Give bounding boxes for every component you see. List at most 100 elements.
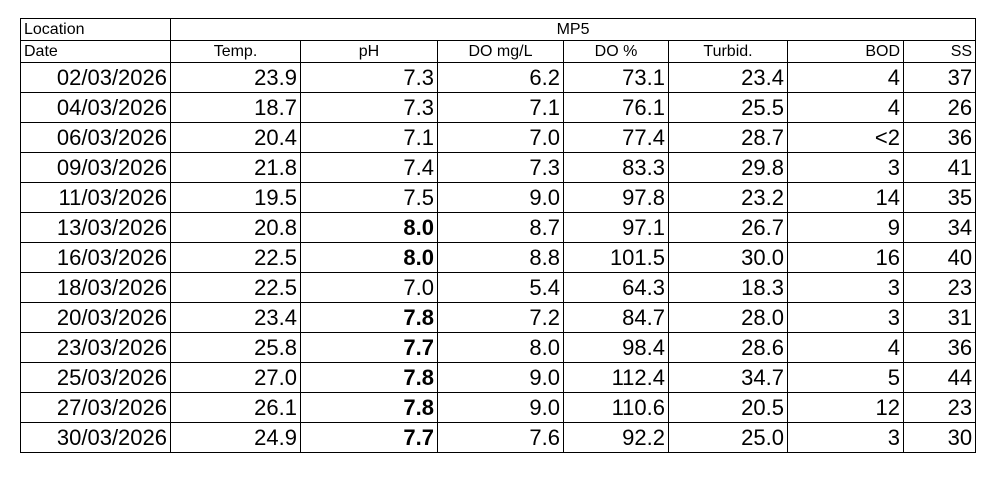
data-cell: 64.3 [563, 272, 669, 303]
data-cell: 30/03/2026 [20, 422, 171, 453]
data-cell: 3 [787, 152, 904, 183]
data-cell: 7.7 [300, 422, 438, 453]
data-cell: 26.7 [668, 212, 788, 243]
data-cell: 7.0 [300, 272, 438, 303]
data-row: 27/03/2026 26.1 7.8 9.0 110.6 20.5 12 23 [20, 392, 977, 423]
data-cell: 6.2 [437, 62, 564, 93]
column-header: DO % [563, 40, 669, 63]
data-cell: 14 [787, 182, 904, 213]
column-header: SS [902, 40, 977, 63]
column-header: DO mg/L [437, 40, 564, 63]
data-cell: 9 [787, 212, 904, 243]
data-cell: 23.2 [668, 182, 788, 213]
data-cell: 24.9 [170, 422, 301, 453]
column-header: Turbid. [668, 40, 788, 63]
data-cell: 3 [787, 272, 904, 303]
data-cell: 9.0 [437, 392, 564, 423]
data-cell: 29.8 [668, 152, 788, 183]
data-cell: 20.4 [170, 122, 301, 153]
data-cell: 18.3 [668, 272, 788, 303]
data-cell: 16/03/2026 [20, 242, 171, 273]
data-cell: 5.4 [437, 272, 564, 303]
data-cell: 7.1 [300, 122, 438, 153]
data-cell: 34.7 [668, 362, 788, 393]
column-header: Date [20, 40, 171, 63]
data-cell: 77.4 [563, 122, 669, 153]
data-cell: 7.3 [300, 62, 438, 93]
data-cell: 76.1 [563, 92, 669, 123]
data-cell: 26.1 [170, 392, 301, 423]
data-cell: 7.8 [300, 302, 438, 333]
data-row: 11/03/2026 19.5 7.5 9.0 97.8 23.2 14 35 [20, 182, 977, 213]
data-cell: 73.1 [563, 62, 669, 93]
data-cell: 30.0 [668, 242, 788, 273]
data-cell: 19.5 [170, 182, 301, 213]
data-cell: 27/03/2026 [20, 392, 171, 423]
data-cell: 97.8 [563, 182, 669, 213]
data-cell: 22.5 [170, 242, 301, 273]
data-cell: 11/03/2026 [20, 182, 171, 213]
data-cell: 23/03/2026 [20, 332, 171, 363]
data-cell: 20.8 [170, 212, 301, 243]
data-cell: 7.1 [437, 92, 564, 123]
data-cell: 7.8 [300, 362, 438, 393]
data-cell: 8.0 [300, 212, 438, 243]
header-cell: Location [20, 18, 171, 41]
data-cell: 8.0 [300, 242, 438, 273]
data-row: 18/03/2026 22.5 7.0 5.4 64.3 18.3 3 23 [20, 272, 977, 303]
data-cell: 36 [902, 122, 977, 153]
data-cell: 30 [902, 422, 977, 453]
data-cell: 7.5 [300, 182, 438, 213]
data-cell: 7.7 [300, 332, 438, 363]
data-cell: 16 [787, 242, 904, 273]
data-cell: 23 [902, 392, 977, 423]
data-cell: 83.3 [563, 152, 669, 183]
data-cell: 34 [902, 212, 977, 243]
data-cell: 110.6 [563, 392, 669, 423]
data-cell: 7.0 [437, 122, 564, 153]
data-cell: 4 [787, 332, 904, 363]
data-cell: 25.0 [668, 422, 788, 453]
data-cell: 25.5 [668, 92, 788, 123]
data-cell: 37 [902, 62, 977, 93]
data-cell: 25/03/2026 [20, 362, 171, 393]
data-cell: 40 [902, 242, 977, 273]
data-cell: 3 [787, 302, 904, 333]
data-cell: 35 [902, 182, 977, 213]
data-cell: 8.8 [437, 242, 564, 273]
data-cell: 8.0 [437, 332, 564, 363]
data-row: 13/03/2026 20.8 8.0 8.7 97.1 26.7 9 34 [20, 212, 977, 243]
data-cell: 26 [902, 92, 977, 123]
data-row: 09/03/2026 21.8 7.4 7.3 83.3 29.8 3 41 [20, 152, 977, 183]
data-cell: 5 [787, 362, 904, 393]
data-cell: 7.6 [437, 422, 564, 453]
data-cell: 7.4 [300, 152, 438, 183]
data-cell: 9.0 [437, 362, 564, 393]
data-row: 06/03/2026 20.4 7.1 7.0 77.4 28.7 <2 36 [20, 122, 977, 153]
data-cell: 28.7 [668, 122, 788, 153]
data-cell: 84.7 [563, 302, 669, 333]
data-cell: 44 [902, 362, 977, 393]
header-row: Location MP5 [20, 18, 977, 41]
data-cell: 13/03/2026 [20, 212, 171, 243]
data-cell: 18.7 [170, 92, 301, 123]
data-row: 16/03/2026 22.5 8.0 8.8 101.5 30.0 16 40 [20, 242, 977, 273]
data-cell: 18/03/2026 [20, 272, 171, 303]
data-row: 02/03/2026 23.9 7.3 6.2 73.1 23.4 4 37 [20, 62, 977, 93]
data-cell: 7.8 [300, 392, 438, 423]
data-cell: 31 [902, 302, 977, 333]
data-cell: 20/03/2026 [20, 302, 171, 333]
header-cell: MP5 [169, 18, 977, 41]
header-row: Date Temp. pH DO mg/L DO % Turbid. BOD SS [20, 40, 977, 63]
data-cell: 4 [787, 62, 904, 93]
data-cell: 28.0 [668, 302, 788, 333]
column-header: Temp. [170, 40, 301, 63]
data-row: 20/03/2026 23.4 7.8 7.2 84.7 28.0 3 31 [20, 302, 977, 333]
column-header: pH [300, 40, 438, 63]
data-cell: 23.4 [170, 302, 301, 333]
data-cell: 20.5 [668, 392, 788, 423]
data-cell: 09/03/2026 [20, 152, 171, 183]
data-cell: 97.1 [563, 212, 669, 243]
data-row: 04/03/2026 18.7 7.3 7.1 76.1 25.5 4 26 [20, 92, 977, 123]
